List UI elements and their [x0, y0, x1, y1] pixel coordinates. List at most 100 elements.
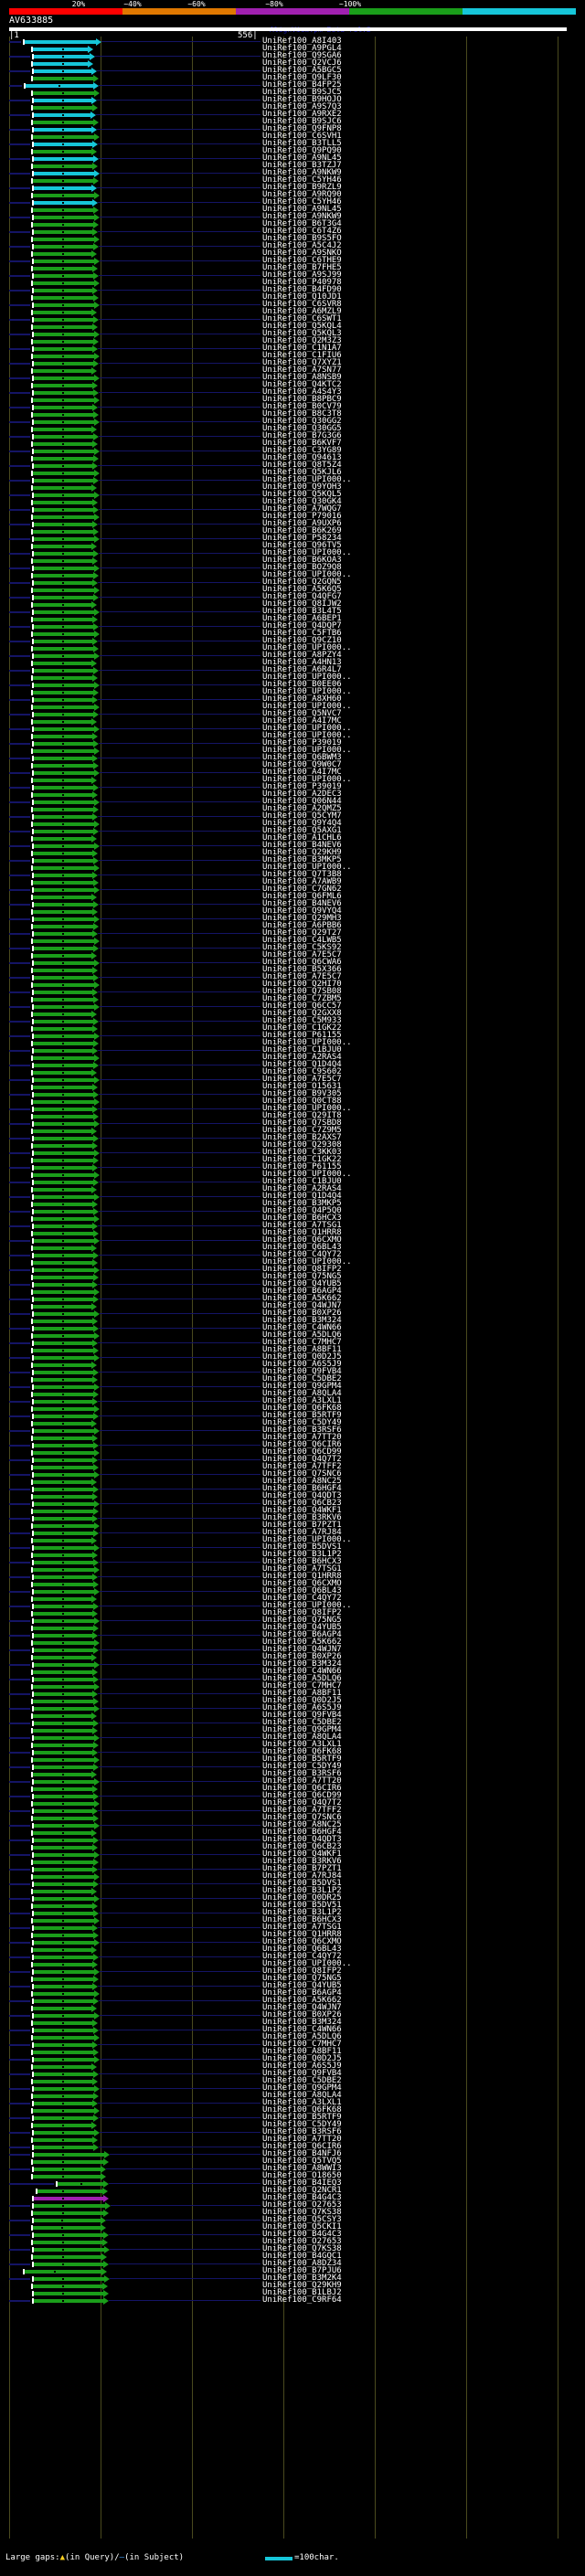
hit-label[interactable]: UniRef100_Q0D2J5: [262, 2054, 342, 2063]
hit-label[interactable]: UniRef100_A7WQG7: [262, 504, 342, 514]
hit-label[interactable]: UniRef100_C4QY72: [262, 1594, 342, 1603]
table-row[interactable]: UniRef100_A9SNKO: [0, 249, 585, 258]
table-row[interactable]: UniRef100_A7TFF2: [0, 1807, 585, 1815]
hit-label[interactable]: UniRef100_B0XP26: [262, 1652, 342, 1661]
table-row[interactable]: UniRef100_B0CV79: [0, 403, 585, 411]
hit-label[interactable]: UniRef100_Q7SBD8: [262, 1118, 342, 1128]
hit-label[interactable]: UniRef100_B3RSF6: [262, 2127, 342, 2136]
hit-label[interactable]: UniRef100_A7TFF2: [262, 1462, 342, 1471]
hit-label[interactable]: UniRef100_Q9FVB4: [262, 2069, 342, 2078]
table-row[interactable]: UniRef100_B6HCX3: [0, 1214, 585, 1223]
hit-label[interactable]: UniRef100_B4G4C3: [262, 2193, 342, 2202]
table-row[interactable]: UniRef100_B0XP26: [0, 1652, 585, 1661]
hit-label[interactable]: UniRef100_Q4YUB5: [262, 1279, 342, 1288]
hit-label[interactable]: UniRef100_Q9FNP8: [262, 124, 342, 133]
table-row[interactable]: UniRef100_Q2HI70: [0, 981, 585, 989]
table-row[interactable]: UniRef100_A7SN77: [0, 366, 585, 375]
hit-label[interactable]: UniRef100_A9RQ90: [262, 190, 342, 199]
hit-label[interactable]: UniRef100_B7PZT1: [262, 1864, 342, 1873]
hit-label[interactable]: UniRef100_P79016: [262, 512, 342, 521]
hit-label[interactable]: UniRef100_P39019: [262, 738, 342, 747]
hit-label[interactable]: UniRef100_Q4WKF1: [262, 1850, 342, 1859]
table-row[interactable]: UniRef100_Q5KQL5: [0, 491, 585, 499]
hit-label[interactable]: UniRef100_C5YH46: [262, 197, 342, 207]
table-row[interactable]: UniRef100_C6SVR8: [0, 301, 585, 309]
table-row[interactable]: UniRef100_B9SJC5: [0, 89, 585, 97]
table-row[interactable]: UniRef100_C7MHC7: [0, 2041, 585, 2049]
table-row[interactable]: UniRef100_C4WN66: [0, 2026, 585, 2034]
hit-label[interactable]: UniRef100_B5DV51: [262, 1901, 342, 1910]
hit-label[interactable]: UniRef100_Q2HI70: [262, 980, 342, 989]
hit-label[interactable]: UniRef100_Q30GG2: [262, 417, 342, 426]
table-row[interactable]: UniRef100_Q4WKF1: [0, 1507, 585, 1515]
table-row[interactable]: UniRef100_B6AGP4: [0, 1288, 585, 1296]
hit-label[interactable]: UniRef100_B6AGP4: [262, 1287, 342, 1296]
hit-label[interactable]: UniRef100_A9S7Q3: [262, 102, 342, 111]
hit-label[interactable]: UniRef100_Q9GPM4: [262, 2083, 342, 2093]
hit-label[interactable]: UniRef100_UPI000..: [262, 1257, 352, 1267]
hit-label[interactable]: UniRef100_UPI000..: [262, 1959, 352, 1968]
hit-label[interactable]: UniRef100_Q29MH3: [262, 914, 342, 923]
hit-label[interactable]: UniRef100_A3LXL1: [262, 2098, 342, 2107]
hit-bar[interactable]: [33, 48, 89, 51]
table-row[interactable]: UniRef100_A4I7MC: [0, 717, 585, 726]
hit-label[interactable]: UniRef100_UPI000..: [262, 643, 352, 652]
table-row[interactable]: UniRef100_A6S5J9: [0, 2062, 585, 2071]
hit-label[interactable]: UniRef100_Q8IFP2: [262, 1966, 342, 1976]
hit-label[interactable]: UniRef100_A7TT20: [262, 2135, 342, 2144]
hit-label[interactable]: UniRef100_B3RKV6: [262, 1857, 342, 1866]
hit-label[interactable]: UniRef100_B3L1P2: [262, 1886, 342, 1895]
hit-label[interactable]: UniRef100_C7GN62: [262, 885, 342, 894]
table-row[interactable]: UniRef100_B7PJU6: [0, 2267, 585, 2275]
hit-label[interactable]: UniRef100_Q8IJW2: [262, 599, 342, 609]
table-row[interactable]: UniRef100_A8BF11: [0, 2048, 585, 2056]
hit-label[interactable]: UniRef100_UPI000..: [262, 863, 352, 872]
table-row[interactable]: UniRef100_A3LXL1: [0, 1397, 585, 1405]
hit-label[interactable]: UniRef100_A7SN77: [262, 366, 342, 375]
table-row[interactable]: UniRef100_Q2VCJ6: [0, 59, 585, 68]
hit-label[interactable]: UniRef100_B0EE06: [262, 680, 342, 689]
hit-label[interactable]: UniRef100_Q4WJN7: [262, 2003, 342, 2012]
table-row[interactable]: UniRef100_A7TT20: [0, 1434, 585, 1442]
table-row[interactable]: UniRef100_A7TFF2: [0, 1462, 585, 1471]
table-row[interactable]: UniRef100_Q7XYZ1: [0, 359, 585, 367]
table-row[interactable]: UniRef100_Q6CIR6: [0, 1441, 585, 1449]
hit-label[interactable]: UniRef100_A6MZL9: [262, 307, 342, 316]
table-row[interactable]: UniRef100_Q6CXMO: [0, 1236, 585, 1245]
table-row[interactable]: UniRef100_Q9FNP8: [0, 124, 585, 133]
table-row[interactable]: UniRef100_B9SJC6: [0, 118, 585, 126]
table-row[interactable]: UniRef100_Q1D4Q4: [0, 1193, 585, 1201]
hit-label[interactable]: UniRef100_C4LWB5: [262, 936, 342, 945]
table-row[interactable]: UniRef100_A7TSG1: [0, 1222, 585, 1230]
hit-label[interactable]: UniRef100_Q1HRR8: [262, 1930, 342, 1939]
table-row[interactable]: UniRef100_C4QY72: [0, 1953, 585, 1961]
hit-label[interactable]: UniRef100_C1BJU0: [262, 1045, 342, 1055]
hit-label[interactable]: UniRef100_Q9Y4Q4: [262, 819, 342, 828]
hit-label[interactable]: UniRef100_B9V305: [262, 1089, 342, 1098]
hit-label[interactable]: UniRef100_Q29KH9: [262, 848, 342, 857]
table-row[interactable]: UniRef100_C6THE9: [0, 257, 585, 265]
table-row[interactable]: UniRef100_C9S602: [0, 1068, 585, 1076]
table-row[interactable]: UniRef100_C5DY49: [0, 2121, 585, 2129]
hit-label[interactable]: UniRef100_O15631: [262, 1082, 342, 1091]
hit-label[interactable]: UniRef100_C7ZBM5: [262, 994, 342, 1003]
table-row[interactable]: UniRef100_Q0D2J5: [0, 1697, 585, 1705]
table-row[interactable]: UniRef100_Q0DR25: [0, 1894, 585, 1903]
hit-label[interactable]: UniRef100_B9HOJO: [262, 95, 342, 104]
hit-label[interactable]: UniRef100_Q6FK68: [262, 2105, 342, 2115]
table-row[interactable]: UniRef100_A9RQ90: [0, 190, 585, 199]
table-row[interactable]: UniRef100_A8BF11: [0, 1346, 585, 1354]
table-row[interactable]: UniRef100_B3RSF6: [0, 1770, 585, 1778]
hit-label[interactable]: UniRef100_A8DZ34: [262, 2259, 342, 2268]
hit-label[interactable]: UniRef100_Q6CC57: [262, 1002, 342, 1011]
table-row[interactable]: UniRef100_Q29IT8: [0, 1112, 585, 1120]
hit-label[interactable]: UniRef100_Q8T5Z4: [262, 461, 342, 470]
table-row[interactable]: UniRef100_Q8IFP2: [0, 1609, 585, 1617]
table-row[interactable]: UniRef100_A7TT20: [0, 2136, 585, 2144]
table-row[interactable]: UniRef100_UPI000..: [0, 688, 585, 696]
hit-label[interactable]: UniRef100_C5DY49: [262, 1762, 342, 1771]
table-row[interactable]: UniRef100_B3L1P2: [0, 1551, 585, 1559]
table-row[interactable]: UniRef100_A7E5C7: [0, 1076, 585, 1084]
table-row[interactable]: UniRef100_B3MKP5: [0, 856, 585, 864]
table-row[interactable]: UniRef100_B4NEV6: [0, 900, 585, 908]
